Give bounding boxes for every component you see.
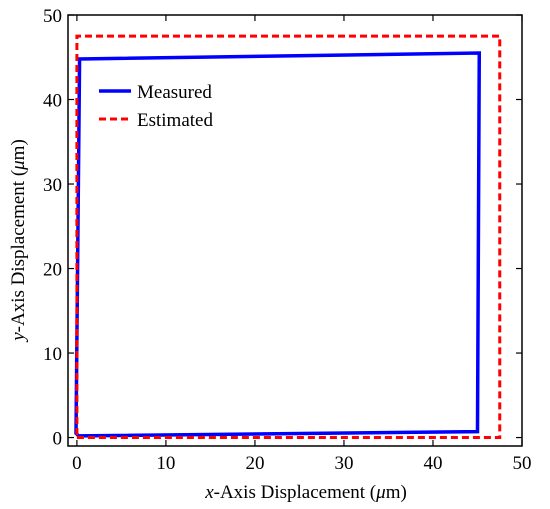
- x-tick-label: 20: [245, 453, 264, 474]
- legend-label-estimated: Estimated: [137, 110, 213, 131]
- y-tick-label: 0: [53, 429, 63, 450]
- tick-layer: 0 10 20 30 40 50 0 10 20 30 40 50: [43, 6, 532, 474]
- plot-frame: [67, 14, 523, 447]
- y-tick-label: 30: [43, 175, 62, 196]
- y-tick-label: 10: [43, 344, 62, 365]
- x-tick-label: 40: [423, 453, 442, 474]
- x-tick-label: 50: [513, 453, 532, 474]
- series-line-estimated: [75, 34, 502, 440]
- legend-box: [94, 73, 228, 133]
- y-tick-label: 40: [43, 91, 62, 112]
- series-layer: [74, 34, 502, 440]
- x-tick-label: 30: [334, 453, 353, 474]
- x-axis-label: x-Axis Displacement (μm): [204, 482, 407, 503]
- y-axis-label: y-Axis Displacement (μm): [8, 139, 29, 343]
- x-tick-label: 10: [156, 453, 175, 474]
- y-tick-label: 50: [43, 6, 62, 27]
- legend-label-measured: Measured: [137, 82, 212, 103]
- plot-area-border: [67, 14, 523, 447]
- x-tick-label: 0: [72, 453, 82, 474]
- y-tick-label: 20: [43, 260, 62, 281]
- legend: Measured Estimated: [94, 73, 228, 133]
